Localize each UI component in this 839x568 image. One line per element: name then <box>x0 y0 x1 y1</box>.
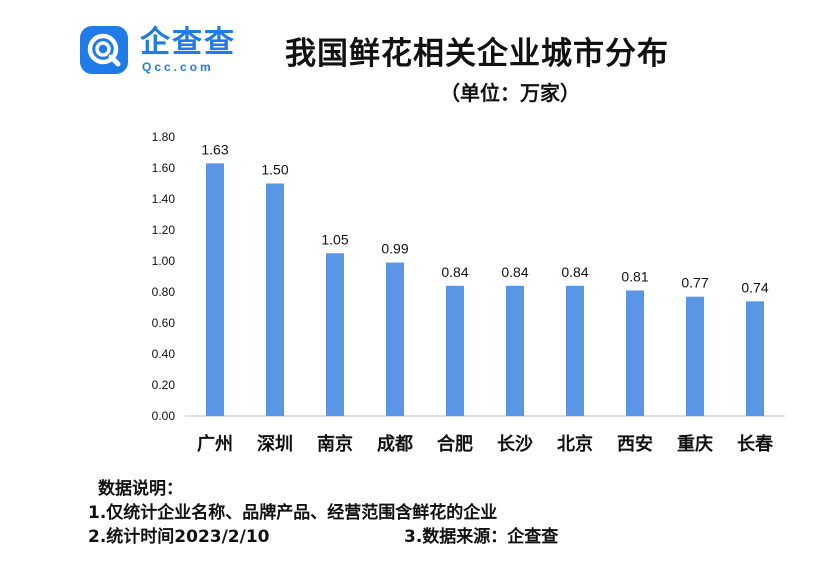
y-tick-label: 0.00 <box>152 409 176 423</box>
bar-value-label: 0.74 <box>741 279 768 295</box>
bar-value-label: 0.77 <box>681 275 708 291</box>
x-category-label: 深圳 <box>257 433 293 455</box>
logo-subtext: Qcc.com <box>142 60 214 74</box>
x-category-label: 合肥 <box>437 433 473 455</box>
x-category-label: 成都 <box>377 433 413 455</box>
bar <box>566 285 584 416</box>
bar-value-label: 0.81 <box>621 268 648 284</box>
x-category-label: 南京 <box>317 433 353 455</box>
bar <box>626 290 644 416</box>
y-tick-label: 1.60 <box>152 161 176 175</box>
bar-value-label: 0.99 <box>381 241 408 257</box>
bar-value-label: 1.50 <box>261 162 288 178</box>
chart-unit: （单位：万家） <box>440 81 580 105</box>
logo: 企查查 Qcc.com <box>80 26 280 76</box>
notes-line-1: 1.仅统计企业名称、品牌产品、经营范围含鲜花的企业 <box>88 503 498 523</box>
y-tick-label: 0.40 <box>152 347 176 361</box>
x-category-label: 西安 <box>617 433 653 455</box>
bar <box>446 285 464 416</box>
y-tick-label: 0.60 <box>152 316 176 330</box>
x-category-label: 长春 <box>737 433 774 455</box>
notes-line-3: 3.数据来源：企查查 <box>404 527 559 547</box>
y-tick-label: 1.00 <box>152 254 176 268</box>
x-category-label: 广州 <box>197 433 233 455</box>
x-category-label: 长沙 <box>497 434 533 455</box>
y-tick-label: 0.20 <box>152 378 176 392</box>
y-tick-label: 0.80 <box>152 285 176 299</box>
logo-text: 企查查 <box>140 25 236 60</box>
bar <box>746 301 764 416</box>
logo-icon <box>80 26 128 74</box>
bar-value-label: 1.05 <box>321 231 348 247</box>
bar <box>686 296 704 416</box>
x-category-label: 重庆 <box>677 433 713 455</box>
bar <box>386 262 404 416</box>
bar <box>266 183 284 416</box>
notes-line-2: 2.统计时间2023/2/10 <box>88 527 270 547</box>
x-category-label: 北京 <box>557 433 593 455</box>
y-tick-label: 1.20 <box>152 223 176 237</box>
bar <box>206 163 224 416</box>
y-tick-label: 1.40 <box>152 192 176 206</box>
bar <box>506 285 524 416</box>
y-tick-label: 1.80 <box>152 130 176 144</box>
bar-value-label: 0.84 <box>501 264 528 280</box>
bar-value-label: 1.63 <box>201 141 228 157</box>
bar-value-label: 0.84 <box>441 264 468 280</box>
chart-title: 我国鲜花相关企业城市分布 <box>285 36 669 72</box>
bar <box>326 253 344 416</box>
bar-value-label: 0.84 <box>561 264 588 280</box>
notes-heading: 数据说明： <box>98 479 183 499</box>
